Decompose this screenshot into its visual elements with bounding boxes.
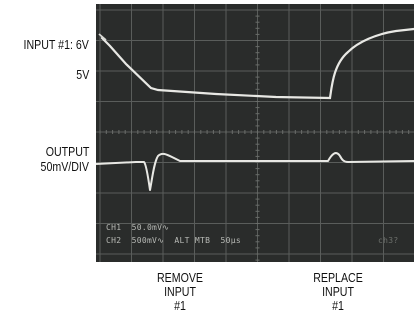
replace-line-2: INPUT [322,285,354,299]
input-5v-label: 5V [75,68,89,82]
oscilloscope-screen: CH1 50.0mV∿ CH2 500mV∿ ALT MTB 50µs ch3? [96,4,414,262]
mode-readout: ALT MTB [174,236,211,245]
remove-line-1: REMOVE [156,271,204,285]
scope-graticule [96,4,414,262]
output-label: OUTPUT [45,145,89,159]
input-trace [100,27,414,100]
input-trace-start [98,33,107,41]
remove-line-3: #1 [174,299,186,313]
remove-input-label: REMOVE INPUT #1 [138,271,223,313]
output-trace [96,152,414,191]
ch2-name: CH2 [106,236,122,245]
input-6v-label: INPUT #1: 6V [23,38,89,52]
replace-line-1: REPLACE [313,271,363,285]
remove-line-2: INPUT [164,285,196,299]
ch1-scale: 50.0mV∿ [131,223,170,232]
replace-line-3: #1 [332,299,344,313]
timebase-readout: 50µs [220,236,241,245]
ch2-readout: CH2 500mV∿ ALT MTB 50µs [106,236,241,245]
output-scale-label: 50mV/DIV [40,160,89,174]
ch2-scale: 500mV∿ [131,236,165,245]
replace-input-label: REPLACE INPUT #1 [296,271,381,313]
ch1-name: CH1 [106,223,122,232]
ch1-readout: CH1 50.0mV∿ [106,223,169,232]
corner-readout: ch3? [378,236,399,245]
